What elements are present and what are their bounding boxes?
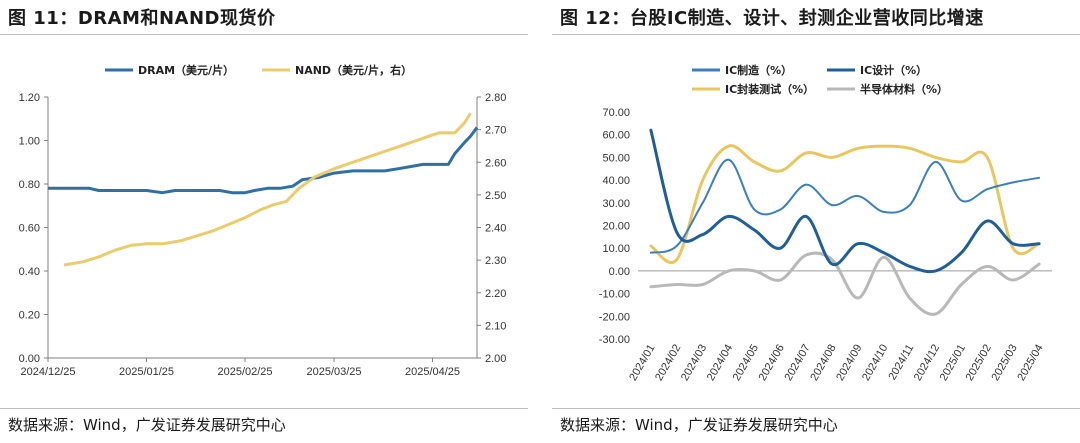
figure-12-source: 数据来源：Wind，广发证券发展研究中心 — [560, 416, 838, 434]
figure-12-panel: 图 12：台股IC制造、设计、封测企业营收同比增速 70.00 60.00 50.0… — [552, 0, 1080, 443]
ic-revenue-growth-chart: 70.00 60.00 50.00 40.00 30.00 20.00 10.00 0.00 -… — [599, 63, 1052, 383]
figure-11-top-rule — [0, 34, 528, 35]
figure-12-top-rule — [552, 34, 1080, 35]
legend-label-ic-manufacturing: IC制造（%） — [725, 63, 792, 77]
figure-12-bottom-rule — [552, 408, 1080, 409]
right-y-tick-label: 2.20 — [485, 288, 506, 300]
y-tick-label: 70.00 — [602, 107, 630, 119]
left-y-tick-label: 0.40 — [19, 266, 40, 278]
x-tick-label: 2025/01/25 — [119, 366, 174, 378]
right-y-tick-label: 2.50 — [485, 190, 506, 202]
dram-series-line — [48, 126, 479, 195]
legend-label-semiconductor-materials: 半导体材料（%） — [860, 82, 948, 96]
x-tick-label: 2025/04/25 — [405, 366, 460, 378]
y-tick-label: 10.00 — [602, 243, 630, 255]
y-tick-label: 20.00 — [602, 221, 630, 233]
y-tick-label: 0.00 — [609, 266, 630, 278]
y-tick-label: -10.00 — [599, 289, 630, 301]
nand-series-line — [63, 112, 472, 267]
x-tick-label: 2025/02/25 — [217, 366, 272, 378]
figure-11-title: 图 11：DRAM和NAND现货价 — [8, 8, 276, 29]
y-tick-label: -20.00 — [599, 311, 630, 323]
x-category-label: 2025/04 — [1015, 343, 1045, 383]
figure-11-bottom-rule — [0, 408, 528, 409]
y-tick-label: 30.00 — [602, 198, 630, 210]
left-y-tick-label: 0.00 — [19, 353, 40, 365]
left-y-tick-label: 1.20 — [19, 92, 40, 104]
right-y-tick-label: 2.60 — [485, 157, 506, 169]
y-tick-label: -30.00 — [599, 334, 630, 346]
dram-nand-chart: 0.00 0.20 0.40 0.60 0.80 1.00 1.20 2.00 2.10 2.20… — [19, 63, 507, 378]
right-y-tick-label: 2.00 — [485, 353, 506, 365]
legend-label-ic-packaging-testing: IC封装测试（%） — [725, 82, 814, 96]
legend-label-ic-design: IC设计（%） — [860, 63, 927, 77]
left-y-tick-label: 0.60 — [19, 223, 40, 235]
left-y-tick-label: 0.20 — [19, 310, 40, 322]
right-y-tick-label: 2.10 — [485, 320, 506, 332]
left-y-tick-label: 0.80 — [19, 179, 40, 191]
ic-design-series-line — [649, 128, 1041, 274]
figure-11-source: 数据来源：Wind，广发证券发展研究中心 — [8, 416, 286, 434]
legend-label-nand: NAND（美元/片，右） — [295, 63, 412, 77]
figure-12-title: 图 12：台股IC制造、设计、封测企业营收同比增速 — [560, 8, 984, 29]
ic-manufacturing-series-line — [649, 158, 1041, 254]
figure-11-panel: 图 11：DRAM和NAND现货价 0.00 0.20 0.40 0.60 0.80 1.… — [0, 0, 528, 443]
ic-packaging-testing-series-line — [649, 144, 1041, 264]
right-y-tick-label: 2.30 — [485, 255, 506, 267]
x-tick-label: 2024/12/25 — [20, 366, 75, 378]
semiconductor-materials-series-line — [649, 251, 1041, 316]
right-y-tick-label: 2.40 — [485, 223, 506, 235]
legend-label-dram: DRAM（美元/片） — [138, 63, 234, 77]
y-tick-label: 50.00 — [602, 152, 630, 164]
right-y-tick-label: 2.80 — [485, 92, 506, 104]
y-tick-label: 60.00 — [602, 130, 630, 142]
right-y-tick-label: 2.70 — [485, 125, 506, 137]
x-tick-label: 2025/03/25 — [306, 366, 361, 378]
y-tick-label: 40.00 — [602, 175, 630, 187]
left-y-tick-label: 1.00 — [19, 136, 40, 148]
